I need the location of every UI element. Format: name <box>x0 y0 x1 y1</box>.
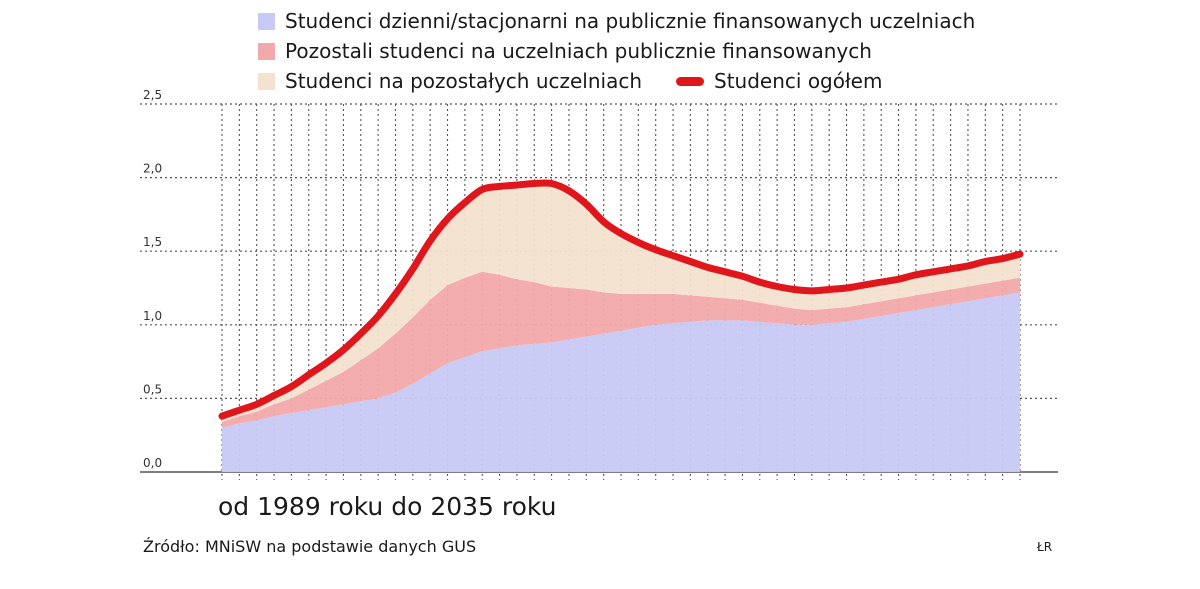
legend-label-full-time-public: Studenci dzienni/stacjonarni na publiczn… <box>285 9 976 33</box>
y-tick-label: 0,5 <box>143 382 162 396</box>
author-credit: ŁR <box>1037 540 1053 554</box>
legend-label-other-universities: Studenci na pozostałych uczelniach <box>285 69 643 93</box>
legend-label-other-public: Pozostali studenci na uczelniach publicz… <box>285 39 872 63</box>
legend: Studenci dzienni/stacjonarni na publiczn… <box>258 6 975 96</box>
y-tick-label: 2,0 <box>143 162 162 176</box>
legend-item-full-time-public: Studenci dzienni/stacjonarni na publiczn… <box>258 6 975 36</box>
y-tick-label: 0,0 <box>143 456 162 470</box>
y-axis: 0,0 0,5 1,0 1,5 2,0 2,5 <box>143 88 162 470</box>
legend-item-other-public: Pozostali studenci na uczelniach publicz… <box>258 36 975 66</box>
legend-swatch-full-time-public <box>258 12 275 30</box>
y-tick-label: 2,5 <box>143 88 162 102</box>
legend-label-total: Studenci ogółem <box>714 69 883 93</box>
legend-swatch-other-universities <box>258 72 275 90</box>
legend-item-other-universities: Studenci na pozostałych uczelniach Stude… <box>258 66 975 96</box>
area-other-public <box>222 271 1020 428</box>
legend-swatch-total <box>676 76 705 86</box>
area-other-universities <box>222 183 1020 422</box>
legend-swatch-other-public <box>258 42 275 60</box>
area-full-time-public <box>222 292 1020 472</box>
y-tick-label: 1,5 <box>143 235 162 249</box>
y-tick-label: 1,0 <box>143 309 162 323</box>
chart-subtitle: od 1989 roku do 2035 roku <box>218 492 557 521</box>
line-total-students <box>218 179 1024 420</box>
total-line-layer <box>218 179 1024 420</box>
stacked-areas <box>222 183 1020 472</box>
source-note: Źródło: MNiSW na podstawie danych GUS <box>143 537 477 556</box>
